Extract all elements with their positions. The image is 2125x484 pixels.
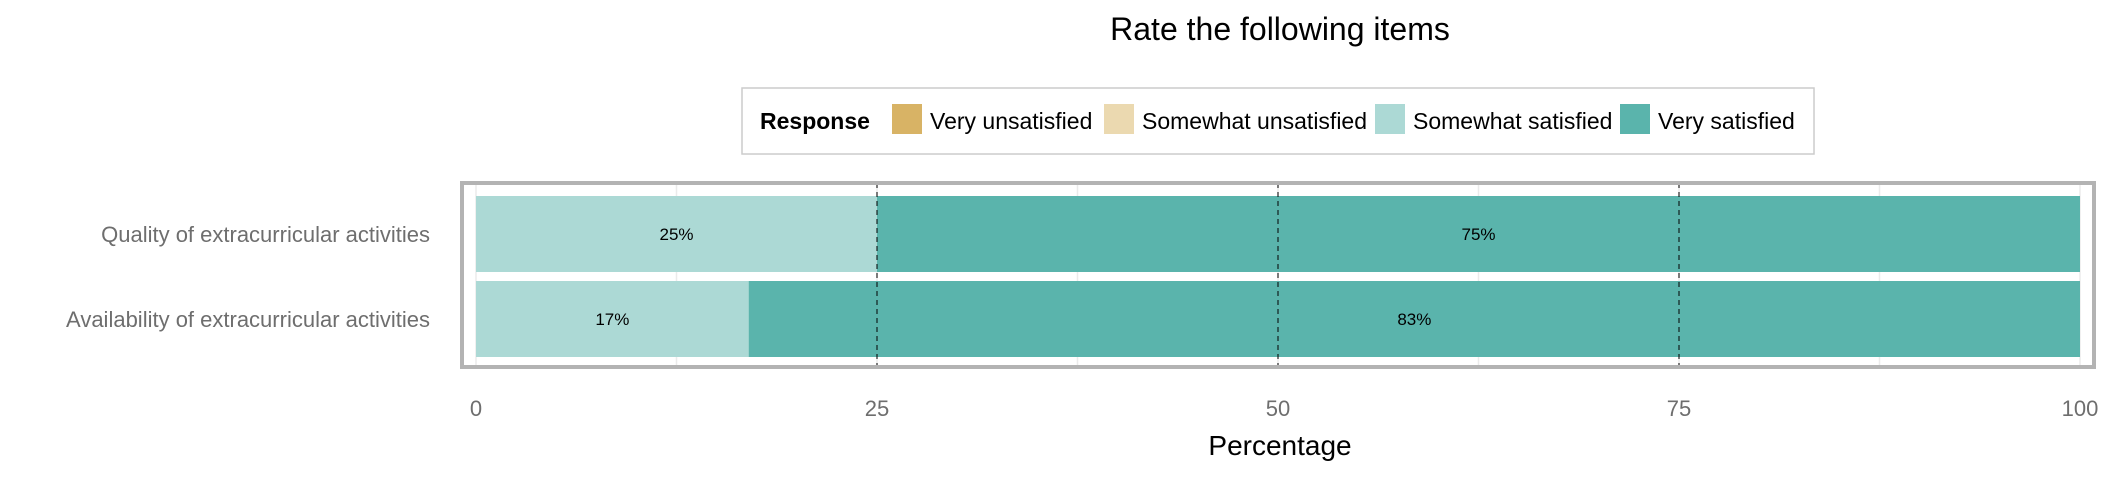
chart-title: Rate the following items xyxy=(1110,11,1450,47)
bar-somewhat-satisfied-2 xyxy=(476,281,749,357)
data-label-somewhat-satisfied-2: 17% xyxy=(595,310,629,329)
x-tick-label: 0 xyxy=(470,396,482,421)
x-tick-label: 50 xyxy=(1266,396,1290,421)
data-label-very-satisfied-1: 75% xyxy=(1461,225,1495,244)
legend-swatch-somewhat-unsatisfied xyxy=(1104,104,1134,134)
legend-title: Response xyxy=(760,108,870,134)
x-axis-title: Percentage xyxy=(1208,430,1351,461)
x-tick-label: 100 xyxy=(2062,396,2099,421)
data-label-very-satisfied-2: 83% xyxy=(1397,310,1431,329)
data-label-somewhat-satisfied-1: 25% xyxy=(659,225,693,244)
category-label-1: Quality of extracurricular activities xyxy=(101,222,430,247)
plot-area: 25% 75% Quality of extracurricular activit… xyxy=(66,181,2099,421)
legend-label-very-unsatisfied: Very unsatisfied xyxy=(930,108,1092,134)
bar-very-satisfied-2 xyxy=(748,281,2081,357)
legend-label-somewhat-unsatisfied: Somewhat unsatisfied xyxy=(1142,108,1367,134)
legend-swatch-somewhat-satisfied xyxy=(1375,104,1405,134)
x-tick-label: 75 xyxy=(1667,396,1691,421)
x-tick-label: 25 xyxy=(865,396,889,421)
bar-very-satisfied-1 xyxy=(877,196,2080,272)
legend-label-very-satisfied: Very satisfied xyxy=(1658,108,1795,134)
legend: Response Very unsatisfied Somewhat unsatis… xyxy=(741,87,1815,155)
legend-swatch-very-unsatisfied xyxy=(892,104,922,134)
category-label-2: Availability of extracurricular activiti… xyxy=(66,307,430,332)
bar-somewhat-satisfied-1 xyxy=(476,196,877,272)
panel-border xyxy=(460,181,2096,369)
legend-label-somewhat-satisfied: Somewhat satisfied xyxy=(1413,108,1612,134)
legend-swatch-very-satisfied xyxy=(1620,104,1650,134)
